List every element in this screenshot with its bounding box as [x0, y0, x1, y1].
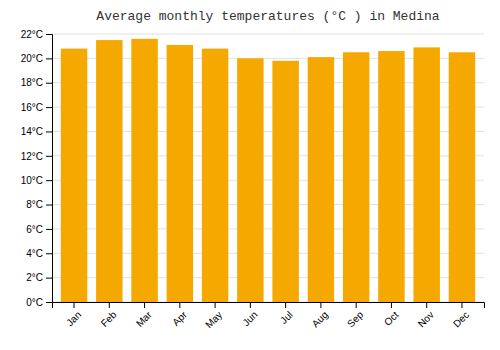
y-tick: 6°C [26, 224, 52, 235]
x-tick-mark [391, 302, 392, 308]
bar [61, 49, 87, 302]
x-tick-label: Nov [416, 309, 436, 329]
x-tick: Dec [451, 302, 471, 329]
y-tick-mark [46, 58, 52, 59]
x-tick-mark [426, 302, 427, 308]
x-tick-label: Oct [382, 309, 401, 328]
x-tick-label: Sep [345, 309, 366, 330]
y-tick: 22°C [21, 29, 52, 40]
x-tick-mark [179, 302, 180, 308]
x-tick-mark [250, 302, 251, 308]
bars [61, 39, 475, 302]
y-tick-label: 4°C [26, 248, 43, 259]
x-tick-label: Jun [240, 309, 259, 328]
y-tick: 14°C [21, 126, 52, 137]
y-tick-label: 14°C [21, 126, 43, 137]
y-tick-mark [46, 229, 52, 230]
y-tick-label: 12°C [21, 151, 43, 162]
y-tick-mark [46, 156, 52, 157]
y-tick: 20°C [21, 53, 52, 64]
y-axis: 0°C 2°C 4°C 6°C 8°C 10°C 12°C 14°C 16°C 18°C 20°C 2… [21, 29, 53, 308]
bar [202, 49, 228, 302]
y-tick-mark [46, 180, 52, 181]
y-tick: 18°C [21, 77, 52, 88]
x-tick: Apr [170, 302, 189, 328]
title: Average monthly temperatures (°C ) in Me… [96, 9, 439, 24]
x-tick-label: Dec [451, 309, 471, 329]
y-tick-label: 0°C [26, 297, 43, 308]
x-tick: Aug [310, 302, 330, 329]
y-tick-mark [46, 107, 52, 108]
y-tick-mark [46, 253, 52, 254]
plot-area: 0°C 2°C 4°C 6°C 8°C 10°C 12°C 14°C 16°C 18°C 20°C 2… [21, 29, 485, 331]
y-axis-line [46, 35, 53, 303]
x-tick-mark [285, 302, 286, 308]
bar [237, 58, 263, 302]
y-tick: 8°C [26, 199, 52, 210]
x-tick-label: May [203, 309, 224, 330]
x-tick-label: Apr [170, 309, 189, 328]
x-tick-mark [320, 302, 321, 308]
x-tick-label: Jul [278, 309, 295, 326]
bar [343, 52, 369, 302]
x-tick: May [203, 302, 224, 330]
y-tick: 10°C [21, 175, 52, 186]
y-tick-mark [46, 278, 52, 279]
bar [272, 61, 298, 302]
x-tick: Jun [240, 302, 259, 328]
bar [378, 51, 404, 302]
y-tick-label: 20°C [21, 53, 43, 64]
y-tick-label: 8°C [26, 199, 43, 210]
x-tick-mark [109, 302, 110, 308]
y-tick-label: 2°C [26, 272, 43, 283]
bar [131, 39, 157, 302]
bar [96, 40, 122, 302]
grid-line [52, 34, 484, 35]
chart: 0°C 2°C 4°C 6°C 8°C 10°C 12°C 14°C 16°C 18°C 20°C 2… [0, 0, 500, 350]
x-tick: Nov [416, 302, 436, 329]
x-tick: Jan [64, 302, 83, 328]
x-axis: Jan Feb Mar Apr May Jun Jul Aug Sep Oct Nov Dec [53, 302, 485, 330]
x-axis-line [53, 303, 485, 309]
y-tick-label: 10°C [21, 175, 43, 186]
x-tick: Jul [278, 302, 295, 326]
x-tick-mark [215, 302, 216, 308]
x-tick-label: Aug [310, 309, 330, 329]
y-tick: 12°C [21, 151, 52, 162]
y-tick: 16°C [21, 102, 52, 113]
y-tick-label: 18°C [21, 77, 43, 88]
y-tick-label: 22°C [21, 29, 43, 40]
y-tick-label: 6°C [26, 224, 43, 235]
grid [52, 34, 484, 302]
x-tick-label: Mar [134, 309, 154, 329]
x-tick-label: Jan [64, 309, 83, 328]
y-tick-label: 16°C [21, 102, 43, 113]
x-tick: Sep [345, 302, 366, 329]
x-tick-mark [74, 302, 75, 308]
y-tick-mark [46, 34, 52, 35]
bar [167, 45, 193, 302]
x-tick: Oct [382, 302, 401, 328]
y-tick-mark [46, 131, 52, 132]
y-tick-mark [46, 83, 52, 84]
y-tick: 4°C [26, 248, 52, 259]
y-tick: 0°C [26, 297, 52, 308]
x-tick: Feb [99, 302, 119, 329]
y-tick: 2°C [26, 272, 52, 283]
x-tick-mark [461, 302, 462, 308]
bar [308, 57, 334, 302]
bar [413, 47, 439, 302]
y-tick-mark [46, 302, 52, 303]
x-tick-mark [144, 302, 145, 308]
x-tick-label: Feb [99, 309, 119, 329]
x-tick: Mar [134, 302, 154, 329]
bar [449, 52, 475, 302]
y-tick-mark [46, 205, 52, 206]
x-tick-mark [356, 302, 357, 308]
